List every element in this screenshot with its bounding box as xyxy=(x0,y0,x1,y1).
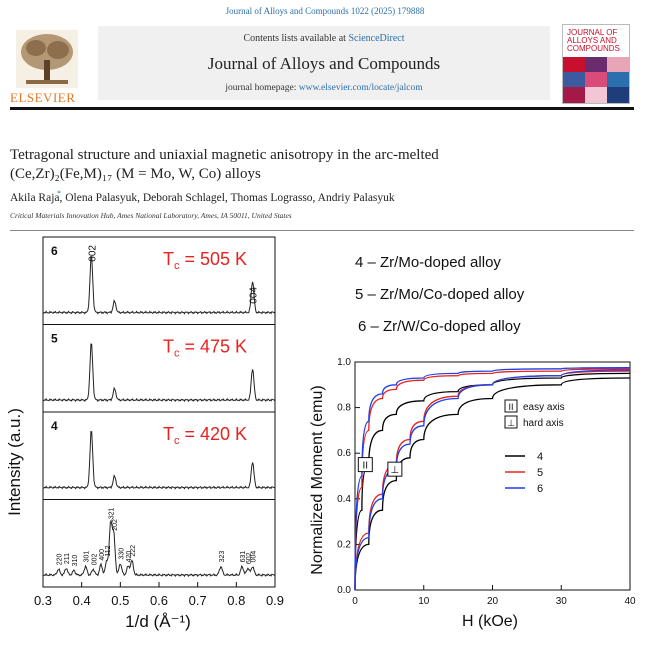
mag-x-tick-label: 30 xyxy=(556,596,568,607)
xrd-pattern-line xyxy=(43,256,276,315)
xrd-peak-label: 323 xyxy=(219,551,226,563)
mag-legend-symbol: ⊥ xyxy=(507,418,515,428)
xrd-x-tick-label: 0.4 xyxy=(73,593,91,608)
xrd-peak-label: 400 xyxy=(99,549,106,561)
xrd-plot-area: 6 Tc = 505 K 002 004 5 Tc = 475 K 4 Tc = 420 K 2… xyxy=(34,236,284,608)
mag-legend-text: easy axis xyxy=(523,402,565,413)
xrd-ylabel: Intensity (a.u.) xyxy=(5,408,24,516)
mag-y-tick-label: 0.8 xyxy=(337,403,351,414)
xrd-peak-label: 220 xyxy=(56,553,63,565)
mag-series-hard-line xyxy=(354,377,631,591)
xrd-peak-label: 631 xyxy=(240,551,247,563)
alloy-label-4: 4 – Zr/Mo-doped alloy xyxy=(355,254,501,271)
mag-curve-marker-box xyxy=(357,457,373,473)
xrd-tc-label: Tc = 505 K xyxy=(163,249,247,272)
alloy-label-6: 6 – Zr/W/Co-doped alloy xyxy=(358,318,521,335)
mag-y-tick-label: 0.6 xyxy=(337,448,351,459)
mag-y-tick-label: 0.0 xyxy=(337,585,351,596)
mag-curve-marker-box xyxy=(387,461,403,477)
journal-cover-thumbnail: JOURNAL OF ALLOYS AND COMPOUNDS xyxy=(562,24,630,104)
contents-line: Contents lists available at ScienceDirec… xyxy=(98,33,550,44)
homepage-line: journal homepage: www.elsevier.com/locat… xyxy=(98,83,550,93)
mag-y-tick-label: 0.4 xyxy=(337,494,351,505)
journal-title: Journal of Alloys and Compounds xyxy=(207,54,441,73)
mag-legend-text: hard axis xyxy=(523,418,564,429)
xrd-peak-label: 330 xyxy=(118,548,125,560)
mag-x-tick-label: 40 xyxy=(624,596,636,607)
cover-title: JOURNAL OF ALLOYS AND COMPOUNDS xyxy=(567,28,620,53)
mag-series-easy-line xyxy=(354,372,631,591)
xrd-peak-label: 211 xyxy=(64,553,71,564)
author-list: Akila Raja, Olena Palasyuk, Deborah Schl… xyxy=(10,192,395,204)
mag-plot-area: 0 10 20 30 40 0.0 0.2 0.4 0.6 0.8 1.0 II easy axis ⊥ h… xyxy=(337,357,636,607)
mag-series-hard-line xyxy=(354,369,631,591)
contents-prefix: Contents lists available at xyxy=(243,33,349,44)
xrd-xlabel: 1/d (Å⁻¹) xyxy=(125,612,191,631)
affiliation: Critical Materials Innovation Hub, Ames … xyxy=(10,211,292,220)
xrd-peak-label: 222 xyxy=(130,545,137,557)
article-title-line-2: (Ce,Zr)₂(Fe,M)₁₇ (M = Mo, W, Co) alloys xyxy=(10,166,261,182)
mag-series-legend-label: 6 xyxy=(537,483,543,495)
mag-curve-marker: ⊥ xyxy=(391,465,400,476)
xrd-peak-label: 202 xyxy=(112,519,119,531)
publisher-logo: ELSEVIER xyxy=(10,90,76,105)
xrd-tc-label: Tc = 420 K xyxy=(163,424,247,447)
cover-pattern xyxy=(563,57,629,103)
xrd-x-tick-label: 0.8 xyxy=(227,593,245,608)
mag-xlabel: H (kOe) xyxy=(462,613,518,630)
mag-y-tick-label: 0.2 xyxy=(337,539,351,550)
xrd-x-tick-label: 0.3 xyxy=(34,593,52,608)
mag-legend-symbol-box xyxy=(504,399,518,413)
xrd-x-tick-label: 0.5 xyxy=(111,593,129,608)
corresponding-author-mark[interactable]: * xyxy=(57,189,61,198)
xrd-pattern-line xyxy=(43,431,276,490)
xrd-x-tick-label: 0.7 xyxy=(189,593,207,608)
mag-legend-symbol: II xyxy=(508,402,513,412)
xrd-chart: 6 Tc = 505 K 002 004 5 Tc = 475 K 4 Tc = 420 K 2… xyxy=(5,236,284,631)
xrd-peak-label: 310 xyxy=(72,555,79,567)
alloy-label-5: 5 – Zr/Mo/Co-doped alloy xyxy=(355,286,525,303)
xrd-peak-label: 004 xyxy=(251,551,258,563)
xrd-panel-label: 5 xyxy=(51,332,58,346)
mag-legend-symbol-box xyxy=(504,415,518,429)
journal-header-box xyxy=(98,26,550,100)
xrd-peak-label: 420 xyxy=(126,551,133,563)
homepage-prefix: journal homepage: xyxy=(225,83,299,93)
xrd-panel-label: 4 xyxy=(51,419,58,433)
xrd-peak-label: 602 xyxy=(246,552,253,564)
xrd-x-tick-label: 0.9 xyxy=(266,593,284,608)
xrd-x-tick-label: 0.6 xyxy=(150,593,168,608)
mag-y-tick-label: 1.0 xyxy=(337,357,351,368)
xrd-peak-label: 002 xyxy=(91,553,98,565)
xrd-pattern-line xyxy=(43,343,276,403)
mag-ylabel: Normalized Moment (emu) xyxy=(309,385,326,574)
mag-x-tick-label: 20 xyxy=(487,596,499,607)
xrd-tc-label: Tc = 475 K xyxy=(163,337,247,360)
header-rule xyxy=(10,107,634,110)
magnetization-chart: 0 10 20 30 40 0.0 0.2 0.4 0.6 0.8 1.0 II easy axis ⊥ h… xyxy=(309,357,636,630)
xrd-peak-label: 321 xyxy=(109,507,116,519)
xrd-panel-label: 6 xyxy=(51,244,58,258)
xrd-peak-label: 002 xyxy=(87,245,98,262)
mag-curve-marker: II xyxy=(363,461,369,472)
divider xyxy=(10,230,634,231)
homepage-link[interactable]: www.elsevier.com/locate/jalcom xyxy=(298,83,423,93)
xrd-pattern-line xyxy=(43,518,276,578)
xrd-peak-label: 112 xyxy=(105,545,112,556)
xrd-peak-label: 301 xyxy=(84,551,91,563)
mag-series-legend-label: 5 xyxy=(537,467,543,479)
xrd-peak-label: 004 xyxy=(249,287,260,304)
authors-text[interactable]: Akila Raja, Olena Palasyuk, Deborah Schl… xyxy=(10,192,395,204)
mag-x-tick-label: 10 xyxy=(418,596,430,607)
article-title: Tetragonal structure and uniaxial magnet… xyxy=(10,146,630,184)
elsevier-tree-logo xyxy=(16,30,78,88)
journal-reference: Journal of Alloys and Compounds 1022 (20… xyxy=(225,6,425,16)
article-title-line-1: Tetragonal structure and uniaxial magnet… xyxy=(10,147,439,163)
mag-x-tick-label: 0 xyxy=(352,596,358,607)
mag-series-easy-line xyxy=(354,367,631,591)
sciencedirect-link[interactable]: ScienceDirect xyxy=(348,33,405,44)
mag-series-legend-label: 4 xyxy=(537,451,543,463)
